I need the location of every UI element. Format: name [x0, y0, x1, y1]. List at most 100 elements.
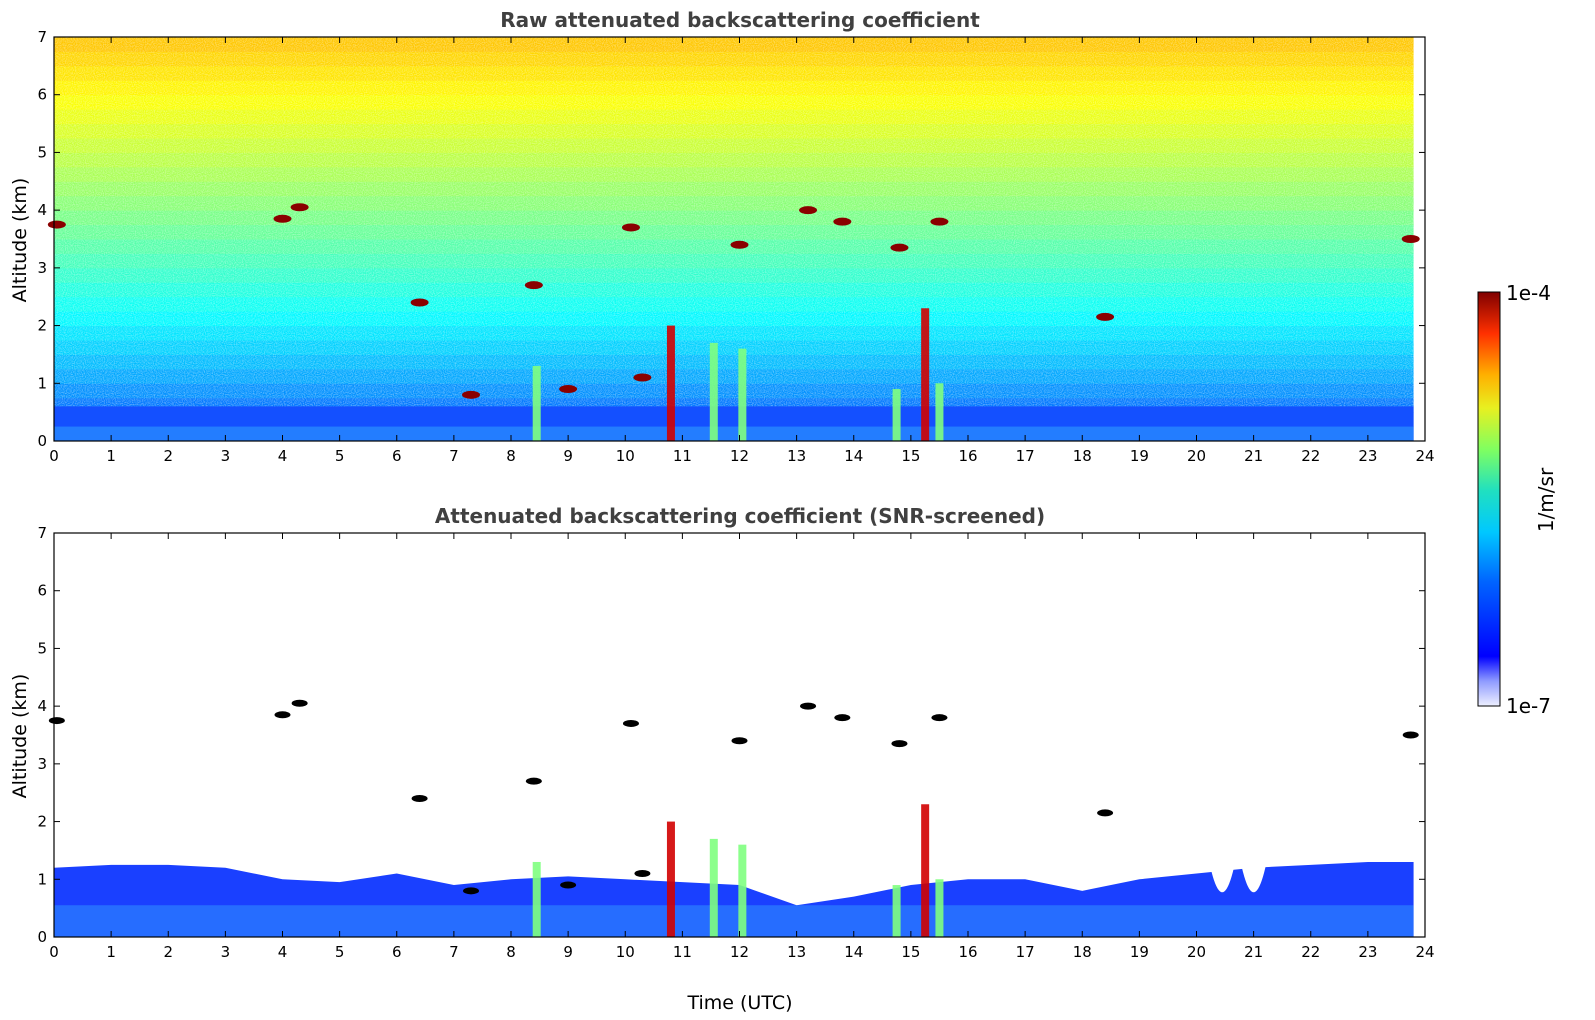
- screened-cloud-layer: [731, 737, 748, 745]
- raw-cloud-layer: [621, 223, 640, 232]
- panel1-x-tick-label: 15: [901, 447, 920, 465]
- panel1-y-tick-label: 5: [37, 143, 47, 161]
- panel1-x-tick-label: 6: [392, 447, 402, 465]
- raw-cloud-layer: [559, 385, 578, 394]
- panel2-x-tick-label: 7: [449, 943, 459, 961]
- panel1-axes: 0 1 2 3 4 5 6 7 8 9 10 11 12 13 14 15 16 17 18 19 20 21 22 23 24…: [37, 28, 1434, 465]
- raw-cloud-layer: [730, 240, 749, 249]
- panel1-x-tick-label: 1: [106, 447, 116, 465]
- screened-cloud-layer: [931, 714, 948, 722]
- panel2-x-tick-label: 22: [1301, 943, 1320, 961]
- panel2-y-tick-label: 3: [37, 755, 47, 773]
- panel2-x-tick-label: 16: [958, 943, 977, 961]
- panel1-y-tick-label: 4: [37, 201, 47, 219]
- panel2-x-tick-label: 18: [1073, 943, 1092, 961]
- raw-cloud-layer: [273, 214, 292, 223]
- panel1-plot-area: [47, 37, 1420, 442]
- x-axis-label: Time (UTC): [686, 992, 792, 1014]
- panel2-y-tick-label: 1: [37, 870, 47, 888]
- raw-cloud-layer: [1096, 312, 1115, 321]
- panel2-x-tick-label: 24: [1415, 943, 1434, 961]
- panel1-x-tick-label: 10: [616, 447, 635, 465]
- raw-cloud-layer: [633, 373, 652, 382]
- panel1-x-tick-label: 22: [1301, 447, 1320, 465]
- panel1-x-tick-label: 20: [1187, 447, 1206, 465]
- panel1-x-tick-label: 12: [730, 447, 749, 465]
- panel1-x-tick-label: 18: [1073, 447, 1092, 465]
- panel1-y-tick-label: 0: [37, 432, 47, 450]
- panel2-y-tick-label: 5: [37, 639, 47, 657]
- screened-surface-layer: [54, 905, 1414, 937]
- raw-precipitation-column: [921, 308, 930, 441]
- panel1-x-tick-label: 7: [449, 447, 459, 465]
- screened-cloud-layer: [634, 870, 651, 878]
- raw-cloud-layer: [47, 220, 66, 229]
- panel2-y-tick-label: 4: [37, 697, 47, 715]
- raw-cloud-layer: [890, 243, 909, 252]
- raw-backscatter-panel: Raw attenuated backscattering coefficien…: [9, 8, 1435, 465]
- panel2-x-tick-label: 23: [1358, 943, 1377, 961]
- panel2-plot-area: [48, 699, 1419, 937]
- raw-precipitation-column: [892, 389, 901, 441]
- panel1-x-tick-label: 11: [673, 447, 692, 465]
- colorbar-max-label: 1e-4: [1506, 281, 1551, 305]
- screened-cloud-layer: [463, 887, 480, 895]
- raw-cloud-layer: [930, 217, 949, 226]
- panel1-y-tick-label: 3: [37, 259, 47, 277]
- colorbar-min-label: 1e-7: [1506, 694, 1551, 718]
- screened-cloud-layer: [800, 702, 817, 710]
- panel1-y-tick-label: 6: [37, 86, 47, 104]
- panel2-x-tick-label: 11: [673, 943, 692, 961]
- panel2-x-tick-label: 8: [506, 943, 516, 961]
- raw-noise-overlay: [54, 37, 1414, 441]
- raw-precipitation-column: [532, 365, 541, 441]
- panel1-x-tick-label: 17: [1016, 447, 1035, 465]
- raw-cloud-layer: [1401, 235, 1420, 243]
- panel2-y-axis-label: Altitude (km): [9, 674, 31, 799]
- panel2-x-tick-label: 19: [1130, 943, 1149, 961]
- panel2-x-tick-label: 4: [278, 943, 288, 961]
- raw-cloud-layer: [290, 203, 309, 212]
- screened-cloud-layer: [1097, 809, 1114, 817]
- screened-cloud-layer: [1402, 731, 1419, 739]
- panel2-y-tick-label: 6: [37, 582, 47, 600]
- screened-precipitation-column: [532, 861, 541, 937]
- raw-surface-layer: [54, 426, 1414, 441]
- panel1-x-tick-label: 3: [221, 447, 231, 465]
- screened-cloud-layer: [834, 714, 851, 722]
- panel2-x-tick-label: 1: [106, 943, 116, 961]
- panel2-x-tick-label: 9: [563, 943, 573, 961]
- screened-cloud-layer: [291, 699, 308, 707]
- raw-cloud-layer: [462, 390, 481, 399]
- panel1-x-tick-label: 24: [1415, 447, 1434, 465]
- screened-cloud-layer: [274, 711, 291, 719]
- raw-cloud-layer: [799, 206, 818, 215]
- panel1-x-tick-label: 16: [958, 447, 977, 465]
- panel2-x-tick-label: 6: [392, 943, 402, 961]
- panel2-x-tick-label: 10: [616, 943, 635, 961]
- screened-precipitation-column: [738, 844, 747, 937]
- screened-cloud-layer: [891, 740, 908, 748]
- panel2-x-tick-label: 15: [901, 943, 920, 961]
- raw-precipitation-column: [709, 342, 718, 441]
- panel2-x-tick-label: 21: [1244, 943, 1263, 961]
- raw-cloud-layer: [524, 281, 543, 290]
- snr-screened-panel: Attenuated backscattering coefficient (S…: [9, 504, 1435, 1014]
- panel1-x-tick-label: 8: [506, 447, 516, 465]
- panel1-x-tick-label: 21: [1244, 447, 1263, 465]
- panel1-y-axis-label: Altitude (km): [9, 178, 31, 303]
- panel1-x-tick-label: 9: [563, 447, 573, 465]
- raw-cloud-layer: [833, 217, 852, 226]
- panel1-y-tick-label: 7: [37, 28, 47, 46]
- raw-precipitation-column: [666, 325, 675, 441]
- panel1-y-tick-label: 1: [37, 374, 47, 392]
- screened-cloud-layer: [48, 717, 65, 725]
- panel2-x-tick-label: 0: [49, 943, 59, 961]
- screened-precipitation-column: [666, 821, 675, 937]
- panel2-x-tick-label: 12: [730, 943, 749, 961]
- panel2-y-tick-label: 7: [37, 524, 47, 542]
- panel2-title: Attenuated backscattering coefficient (S…: [435, 504, 1045, 528]
- panel1-x-tick-label: 0: [49, 447, 59, 465]
- raw-precipitation-column: [935, 383, 944, 441]
